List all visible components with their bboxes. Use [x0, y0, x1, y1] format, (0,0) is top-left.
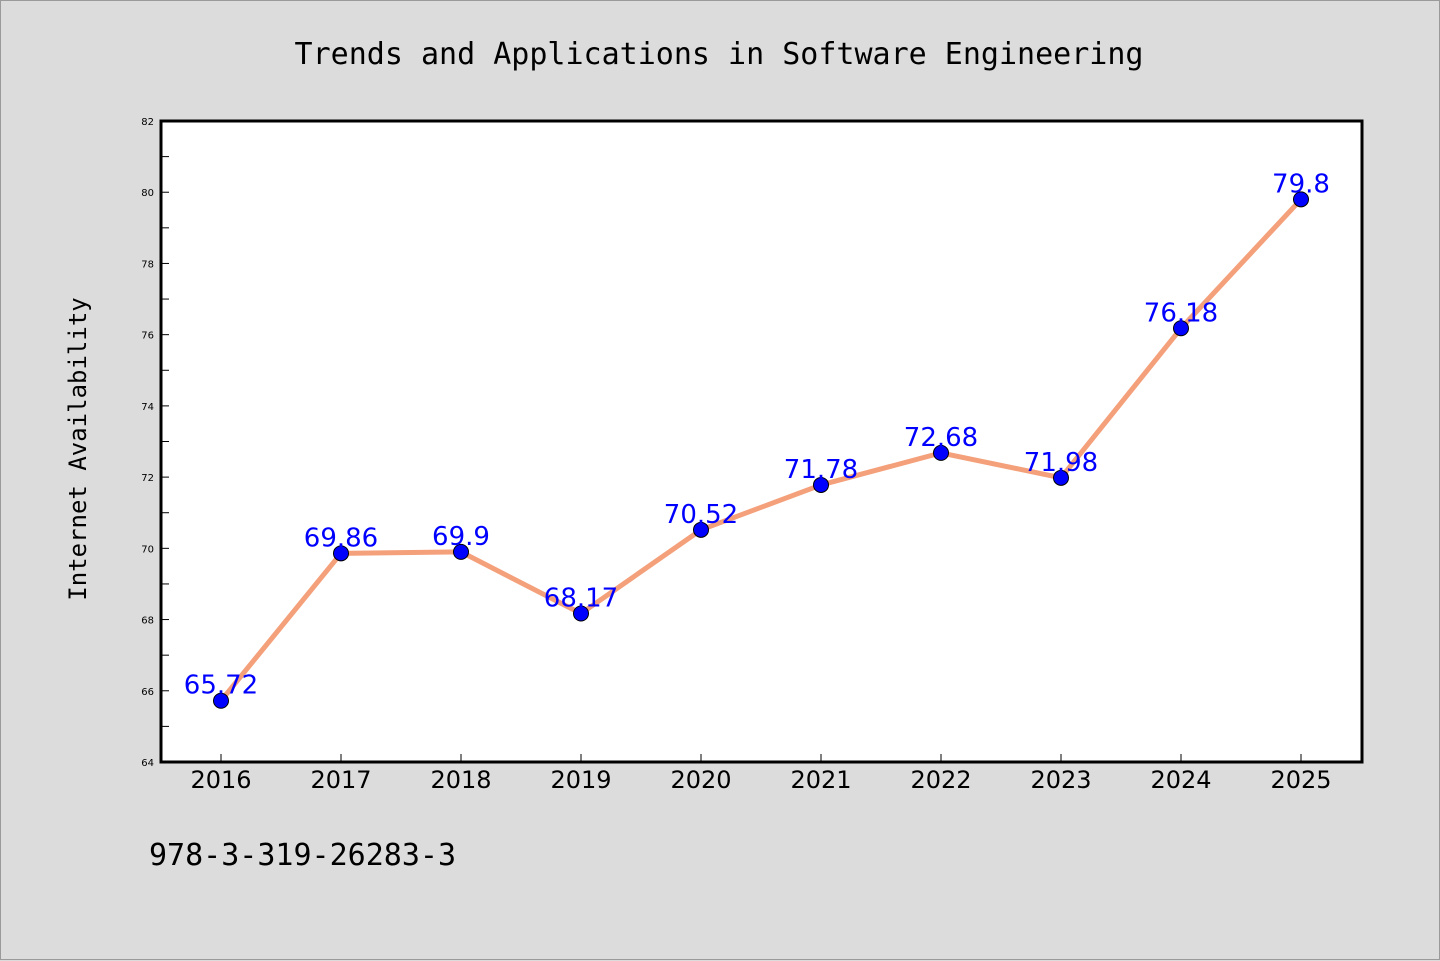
y-axis-label: Internet Availability	[64, 297, 92, 600]
data-label: 70.52	[664, 500, 738, 530]
data-label: 72.68	[904, 423, 978, 453]
x-tick-label: 2022	[910, 766, 971, 794]
x-tick-label: 2025	[1270, 766, 1331, 794]
y-tick-label: 78	[141, 259, 154, 270]
data-label: 65.72	[184, 671, 258, 701]
y-tick-label: 72	[141, 473, 154, 484]
data-label: 69.86	[304, 523, 378, 553]
data-label: 69.9	[432, 522, 490, 552]
x-tick-label: 2017	[310, 766, 371, 794]
x-tick-label: 2019	[550, 766, 611, 794]
data-point	[333, 545, 349, 562]
y-tick-label: 66	[141, 687, 154, 698]
data-labels: 65.72 69.86 69.9 68.17 70.52 71.78 72.68 71.98 7…	[184, 169, 1330, 700]
data-label: 79.8	[1272, 169, 1330, 199]
x-tick-label: 2020	[670, 766, 731, 794]
x-tick-label: 2024	[1150, 766, 1211, 794]
data-label: 71.98	[1024, 448, 1098, 478]
data-label: 68.17	[544, 584, 618, 614]
data-label: 71.78	[784, 455, 858, 485]
y-tick-label: 76	[141, 331, 154, 342]
data-point	[813, 476, 829, 493]
y-tick-label: 68	[141, 616, 154, 627]
plot-area	[159, 119, 1364, 764]
series-line	[218, 196, 1304, 704]
x-tick-label: 2018	[430, 766, 491, 794]
data-point	[1173, 320, 1189, 337]
isbn-text: 978-3-319-26283-3	[149, 838, 456, 873]
y-tick-label: 70	[141, 544, 154, 555]
x-tick-label: 2016	[190, 766, 251, 794]
x-tick-label: 2021	[790, 766, 851, 794]
y-tick-label: 80	[141, 188, 154, 199]
data-label: 76.18	[1144, 298, 1218, 328]
y-tick-label: 64	[141, 758, 154, 769]
data-point	[1053, 469, 1069, 486]
data-point	[213, 692, 229, 709]
data-point	[453, 543, 469, 560]
data-point	[573, 605, 589, 622]
x-axis: 2016 2017 2018 2019 2020 2021 2022 2023 2024 2025	[190, 754, 1332, 794]
series-layer	[213, 191, 1309, 709]
y-tick-label: 74	[141, 402, 154, 413]
chart-title: Trends and Applications in Software Engi…	[295, 37, 1144, 72]
y-axis: 64 66 68 70 72 74 76 78 80 82	[141, 117, 169, 769]
data-point	[933, 444, 949, 461]
data-point	[1293, 191, 1309, 208]
y-tick-label: 82	[141, 117, 154, 128]
data-point	[693, 521, 709, 538]
x-tick-label: 2023	[1030, 766, 1091, 794]
